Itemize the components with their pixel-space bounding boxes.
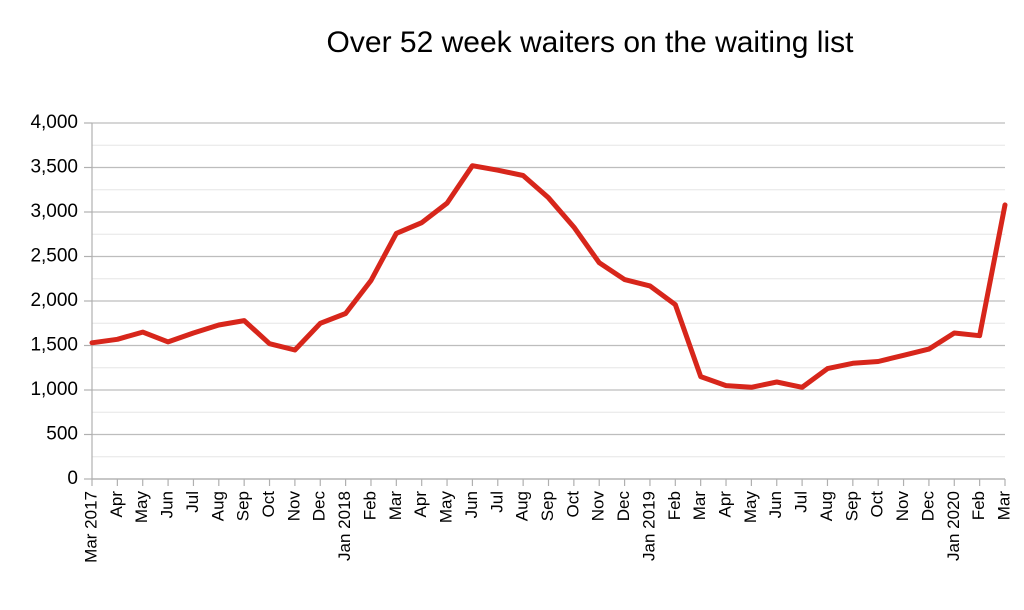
y-tick-label: 0 xyxy=(67,468,78,489)
x-tick-label: Jun xyxy=(158,491,177,518)
x-tick-label: Jan 2019 xyxy=(639,491,658,561)
x-tick-label: Oct xyxy=(563,491,582,518)
x-tick-label: Jul xyxy=(487,491,506,513)
series xyxy=(89,163,1008,390)
x-tick-label: May xyxy=(437,491,456,524)
x-tick-label: Mar xyxy=(994,491,1013,521)
y-tick-label: 4,000 xyxy=(30,112,78,133)
x-tick-label: Aug xyxy=(208,491,227,521)
y-tick-label: 3,500 xyxy=(30,157,78,178)
x-tick-label: Feb xyxy=(969,491,988,520)
y-tick-label: 3,000 xyxy=(30,201,78,222)
x-tick-label: Apr xyxy=(716,491,735,518)
y-axis-ticks: 0 500 1,000 1,500 2,000 2,500 3,000 3,500 4,000 xyxy=(30,112,92,489)
x-tick-label: Feb xyxy=(360,491,379,520)
x-tick-label: Feb xyxy=(665,491,684,520)
x-tick-label: Jul xyxy=(792,491,811,513)
x-tick-label: Aug xyxy=(817,491,836,521)
x-tick-label: Sep xyxy=(538,491,557,521)
x-tick-label: Apr xyxy=(107,491,126,518)
x-tick-label: Jul xyxy=(183,491,202,513)
x-tick-label: Mar xyxy=(690,491,709,521)
x-tick-label: Oct xyxy=(868,491,887,518)
x-tick-label: Jan 2020 xyxy=(944,491,963,561)
x-axis-ticks: Mar 2017 Apr May Jun Jul Aug Sep Oct Nov Dec Jan 2… xyxy=(81,479,1013,563)
y-tick-label: 2,500 xyxy=(30,246,78,267)
x-tick-label: Mar 2017 xyxy=(81,491,100,563)
x-tick-label: Nov xyxy=(284,491,303,522)
x-tick-label: Nov xyxy=(589,491,608,522)
x-tick-label: Dec xyxy=(614,491,633,522)
x-tick-label: Nov xyxy=(893,491,912,522)
x-tick-label: Jun xyxy=(462,491,481,518)
x-tick-label: Apr xyxy=(411,491,430,518)
y-tick-label: 2,000 xyxy=(30,290,78,311)
chart-title: Over 52 week waiters on the waiting list xyxy=(326,26,854,59)
x-tick-label: Sep xyxy=(234,491,253,521)
x-tick-label: Mar xyxy=(386,491,405,521)
series-line xyxy=(89,163,1008,390)
x-tick-label: Dec xyxy=(918,491,937,522)
gridlines xyxy=(92,122,1005,480)
x-tick-label: Oct xyxy=(259,491,278,518)
y-tick-label: 1,500 xyxy=(30,335,78,356)
y-tick-label: 500 xyxy=(46,424,78,445)
x-tick-label: Dec xyxy=(310,491,329,522)
x-tick-label: Jun xyxy=(766,491,785,518)
x-tick-label: May xyxy=(132,491,151,524)
x-tick-label: Jan 2018 xyxy=(335,491,354,561)
x-tick-label: Aug xyxy=(513,491,532,521)
y-tick-label: 1,000 xyxy=(30,379,78,400)
x-tick-label: May xyxy=(741,491,760,524)
x-tick-label: Sep xyxy=(842,491,861,521)
